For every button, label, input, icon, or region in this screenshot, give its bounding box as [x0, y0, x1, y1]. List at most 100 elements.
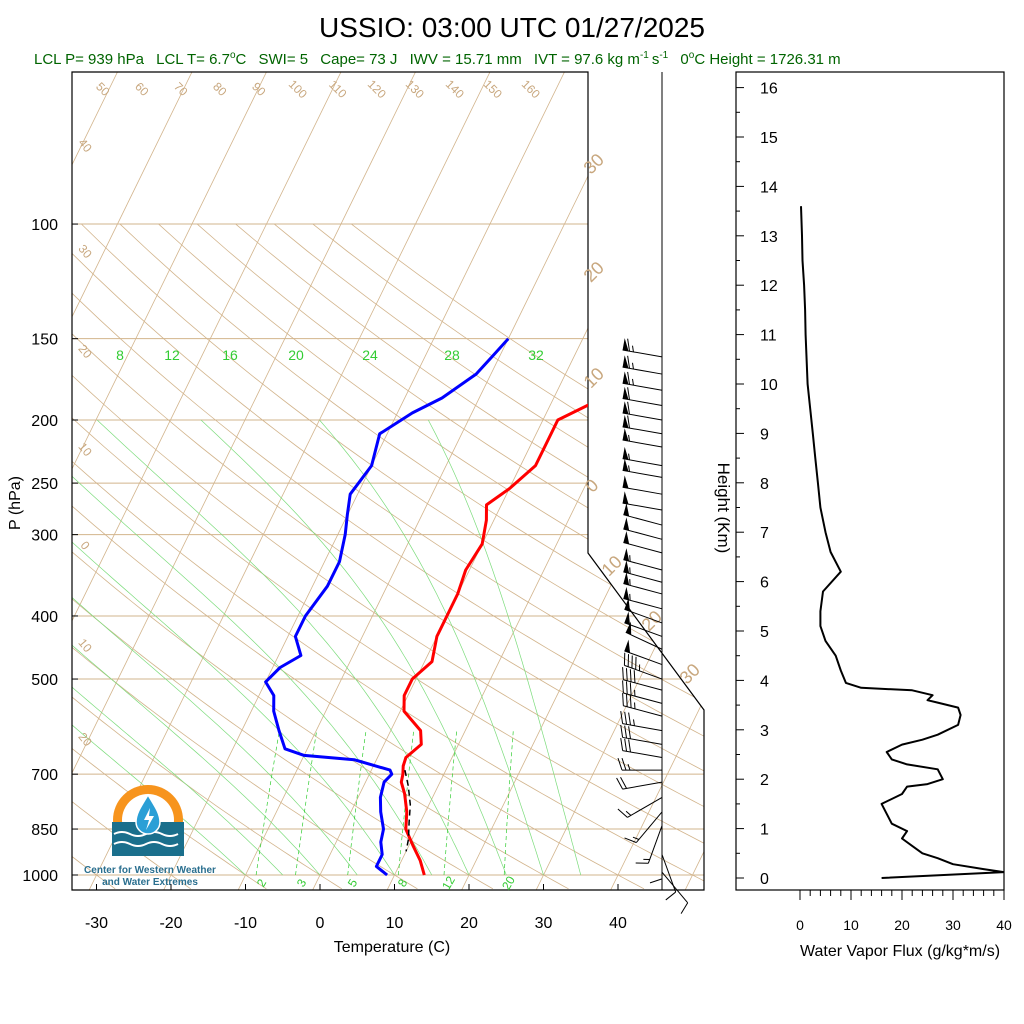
wind-barb-pennant [623, 530, 630, 545]
temperature-tick-label: -30 [85, 915, 108, 932]
wind-barb [622, 428, 663, 448]
wind-barb-feather [629, 669, 632, 682]
dry-adiabat-label: 100 [286, 77, 310, 101]
wind-barb-shaft [661, 871, 689, 904]
mixing-ratio-label: 16 [222, 347, 238, 363]
wind-barb [624, 639, 663, 666]
isotherm-line [535, 72, 704, 890]
mixing-ratio-line [443, 730, 458, 876]
mixing-ratio-line [255, 730, 280, 876]
left-isotherm-label: 0 [78, 538, 93, 552]
wind-barb [623, 503, 663, 526]
wind-barb [622, 415, 663, 435]
pressure-tick-label: 1000 [22, 868, 58, 885]
wind-barb [617, 796, 663, 818]
wind-barb-half-feather [628, 453, 630, 460]
wind-barb-shaft [635, 811, 663, 843]
height-tick-label: 5 [760, 624, 769, 641]
wind-barb-feather [616, 777, 624, 790]
wind-barb-shaft [623, 528, 663, 540]
dry-adiabat-line [72, 223, 704, 890]
moist-adiabat-line [72, 419, 433, 876]
dry-adiabat-line [72, 223, 704, 890]
wind-barb-shaft [647, 825, 663, 864]
flux-frame [735, 71, 1005, 891]
chart-subtitle: LCL P= 939 hPa LCL T= 6.7oC SWI= 5 Cape=… [34, 45, 841, 68]
wind-barb-feather [680, 902, 689, 914]
wind-barb-half-feather [632, 836, 640, 840]
wind-barb-pennant [623, 503, 630, 517]
wind-barb-half-feather [627, 763, 631, 771]
right-isotherm-label: 30 [676, 660, 704, 688]
wind-barb-pennant [623, 548, 630, 562]
wind-barb [624, 597, 663, 624]
wind-barb [622, 693, 663, 717]
dry-adiabat-line [119, 223, 704, 890]
height-tick-label: 11 [760, 328, 777, 345]
wind-barb [623, 530, 663, 554]
degree-sign-2: o [689, 50, 695, 61]
height-tick-label: 3 [760, 723, 769, 740]
lcl-temperature-unit: C [236, 51, 247, 68]
isotherm-line [72, 72, 342, 890]
wind-barb-feather [621, 757, 627, 771]
right-isotherm-label: 10 [580, 364, 608, 392]
wind-barb-half-feather [632, 345, 634, 352]
mixing-ratio-low-label: 3 [294, 876, 310, 889]
wind-barb-feather [622, 667, 624, 680]
right-isotherm-label: 10 [598, 552, 626, 580]
wind-barb-shaft [622, 366, 663, 375]
wind-barb-pennant [623, 517, 630, 531]
wind-barb [622, 401, 663, 421]
dewpoint-line [264, 337, 510, 877]
wind-barb-feather [627, 387, 630, 400]
dry-adiabat-line [72, 223, 704, 890]
wind-barb-shaft [622, 502, 663, 511]
wind-barb-feather [624, 711, 628, 725]
wind-barb-feather [629, 682, 632, 696]
wind-barb-feather [617, 757, 623, 771]
wind-barb [622, 475, 663, 495]
dry-adiabat-line [72, 223, 418, 890]
wind-barb-pennant [625, 621, 632, 635]
skewt-series [264, 337, 659, 877]
dry-adiabat-label: 150 [481, 77, 505, 101]
flux-plot-area [800, 206, 1004, 879]
mixing-ratio-line [503, 730, 514, 876]
temperature-tick-label: -10 [234, 915, 257, 932]
height-tick-label: 2 [760, 772, 769, 789]
wind-barb [622, 491, 663, 511]
wind-barb-shaft [623, 679, 663, 691]
height-tick-label: 6 [760, 575, 769, 592]
skewt-frame [71, 71, 705, 891]
mixing-ratio-label: 32 [528, 347, 544, 363]
isotherm-line [312, 72, 704, 890]
wind-barb-feather [620, 738, 624, 751]
wind-barbs [616, 338, 689, 914]
wind-barb-pennant [622, 355, 629, 369]
mixing-ratio-line [347, 730, 367, 876]
moist-adiabat-line [427, 419, 582, 876]
right-isotherm-label: 30 [580, 150, 608, 178]
ivt-value: IVT = 97.6 kg m [534, 51, 640, 68]
logo-caption: Center for Western Weather and Water Ext… [50, 865, 250, 889]
wind-barb-feather [625, 681, 628, 695]
isotherm-line [163, 72, 565, 890]
dry-adiabat-line [72, 223, 569, 890]
height-tick-label: 0 [760, 871, 769, 888]
wind-barb-shaft [625, 631, 663, 650]
wind-barb-pennant [622, 446, 629, 460]
mixing-ratio-line [295, 730, 318, 876]
temperature-tick-label: 0 [316, 915, 325, 932]
wind-barb-shaft [622, 736, 663, 745]
x-axis-label: Temperature (C) [334, 939, 450, 956]
wind-barb-feather [620, 711, 624, 724]
height-tick-label: 10 [760, 377, 778, 394]
pressure-tick-label: 700 [31, 767, 58, 784]
wind-barb-feather [625, 668, 628, 681]
wind-barb-feather [633, 670, 636, 683]
height-tick-label: 9 [760, 426, 769, 443]
moist-adiabat-line [319, 419, 544, 876]
water-vapor-flux-panel: 0 10 20 30 40 [796, 206, 1012, 933]
moist-adiabat-line [72, 419, 284, 876]
